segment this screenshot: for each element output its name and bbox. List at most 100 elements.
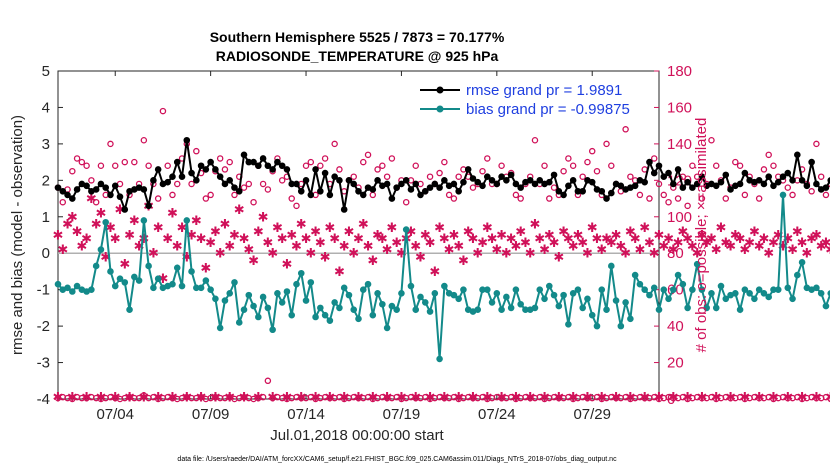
bias-point bbox=[297, 269, 305, 277]
bias-point bbox=[207, 286, 214, 293]
rmse-point bbox=[617, 182, 625, 190]
right-tick-label: 180 bbox=[667, 63, 692, 80]
obs-assimilated-marker: ✱ bbox=[510, 239, 521, 254]
obs-assimilated-marker: ✱ bbox=[57, 243, 68, 258]
bias-point bbox=[784, 284, 792, 292]
rmse-point bbox=[827, 177, 830, 184]
bias-point bbox=[565, 320, 572, 328]
obs-assimilated-marker: ✱ bbox=[716, 221, 727, 236]
obs-assimilated-low-marker: ✱ bbox=[110, 391, 121, 406]
obs-assimilated-marker: ✱ bbox=[186, 229, 197, 244]
obs-assimilated-low-marker: ✱ bbox=[196, 391, 207, 406]
rmse-point bbox=[679, 184, 687, 191]
obs-assimilated-marker: ✱ bbox=[138, 232, 149, 247]
obs-possible-marker bbox=[546, 195, 553, 202]
chart-subtitle: RADIOSONDE_TEMPERATURE @ 925 hPa bbox=[216, 48, 499, 64]
bias-point bbox=[608, 262, 615, 270]
rmse-point bbox=[407, 186, 415, 193]
left-tick-label: -1 bbox=[37, 282, 50, 299]
obs-assimilated-marker: ✱ bbox=[463, 225, 474, 240]
obs-assimilated-low-marker: ✱ bbox=[267, 391, 278, 406]
obs-assimilated-marker: ✱ bbox=[682, 232, 693, 247]
bias-point bbox=[603, 306, 610, 314]
bias-point bbox=[717, 282, 725, 290]
obs-assimilated-low-marker: ✱ bbox=[482, 391, 493, 406]
bias-point bbox=[612, 297, 620, 304]
rmse-point bbox=[784, 169, 792, 177]
obs-possible-marker bbox=[436, 169, 443, 177]
obs-assimilated-marker: ✱ bbox=[91, 218, 102, 233]
obs-assimilated-marker: ✱ bbox=[234, 203, 245, 218]
bias-point bbox=[412, 306, 420, 314]
obs-possible-marker bbox=[92, 198, 100, 206]
obs-assimilated-marker: ✱ bbox=[630, 232, 641, 247]
obs-assimilated-marker: ✱ bbox=[582, 247, 593, 262]
obs-assimilated-low-marker: ✱ bbox=[739, 391, 750, 406]
bias-point bbox=[679, 280, 687, 288]
obs-assimilated-marker: ✱ bbox=[372, 229, 383, 244]
bias-point bbox=[216, 324, 224, 332]
obs-assimilated-low-marker: ✱ bbox=[625, 391, 636, 406]
bias-point bbox=[350, 306, 358, 314]
rmse-point bbox=[92, 186, 100, 193]
obs-possible-marker bbox=[712, 162, 720, 170]
obs-assimilated-marker: ✱ bbox=[219, 218, 230, 233]
obs-possible-marker bbox=[364, 151, 372, 159]
obs-assimilated-marker: ✱ bbox=[754, 239, 765, 254]
obs-possible-marker bbox=[317, 162, 324, 170]
obs-assimilated-marker: ✱ bbox=[439, 232, 450, 247]
rmse-point bbox=[350, 180, 358, 188]
obs-assimilated-marker: ✱ bbox=[797, 236, 808, 251]
bias-point bbox=[398, 290, 405, 297]
obs-assimilated-marker: ✱ bbox=[606, 236, 617, 251]
obs-assimilated-marker: ✱ bbox=[367, 254, 378, 269]
bias-point bbox=[255, 313, 262, 321]
bias-point bbox=[569, 290, 577, 297]
rmse-point bbox=[164, 178, 172, 186]
obs-assimilated-marker: ✱ bbox=[587, 221, 598, 236]
rmse-point bbox=[822, 184, 830, 191]
rmse-point bbox=[517, 184, 524, 191]
obs-possible-marker bbox=[455, 173, 462, 180]
bias-point bbox=[169, 280, 176, 288]
obs-assimilated-marker: ✱ bbox=[339, 239, 350, 254]
obs-assimilated-low-marker: ✱ bbox=[639, 391, 650, 406]
obs-assimilated-marker: ✱ bbox=[806, 232, 817, 247]
obs-assimilated-low-marker: ✱ bbox=[654, 391, 665, 406]
bias-point bbox=[627, 315, 634, 323]
rmse-point bbox=[173, 158, 181, 166]
obs-assimilated-marker: ✱ bbox=[53, 229, 64, 244]
obs-possible-low-marker bbox=[135, 394, 143, 402]
left-tick-label: 2 bbox=[42, 172, 50, 189]
bias-point bbox=[622, 299, 629, 306]
bias-point bbox=[555, 302, 563, 310]
obs-possible-marker bbox=[121, 158, 129, 166]
obs-possible-marker bbox=[736, 162, 744, 170]
bias-point bbox=[493, 290, 501, 297]
obs-possible-marker bbox=[383, 173, 391, 180]
bias-point bbox=[307, 279, 315, 286]
right-tick-label: 140 bbox=[667, 136, 692, 153]
rmse-point bbox=[293, 180, 300, 188]
obs-possible-marker bbox=[622, 126, 629, 133]
bias-point bbox=[755, 286, 763, 293]
obs-assimilated-marker: ✱ bbox=[172, 239, 183, 254]
obs-assimilated-marker: ✱ bbox=[105, 221, 116, 236]
bias-point bbox=[197, 284, 205, 292]
obs-possible-marker bbox=[674, 195, 682, 202]
obs-possible-marker bbox=[541, 162, 548, 170]
bias-point bbox=[226, 290, 234, 297]
obs-assimilated-marker: ✱ bbox=[281, 258, 292, 273]
rmse-point bbox=[207, 158, 214, 166]
obs-assimilated-low-marker: ✱ bbox=[167, 391, 178, 406]
bias-point bbox=[393, 306, 400, 314]
bias-point bbox=[531, 304, 539, 312]
bias-point bbox=[145, 262, 152, 270]
obs-possible-marker bbox=[808, 188, 815, 195]
obs-assimilated-marker: ✱ bbox=[673, 236, 684, 251]
bias-point bbox=[92, 262, 100, 270]
obs-assimilated-marker: ✱ bbox=[572, 229, 583, 244]
obs-possible-marker bbox=[231, 191, 238, 199]
obs-assimilated-marker: ✱ bbox=[553, 250, 564, 265]
rmse-point bbox=[269, 166, 276, 173]
